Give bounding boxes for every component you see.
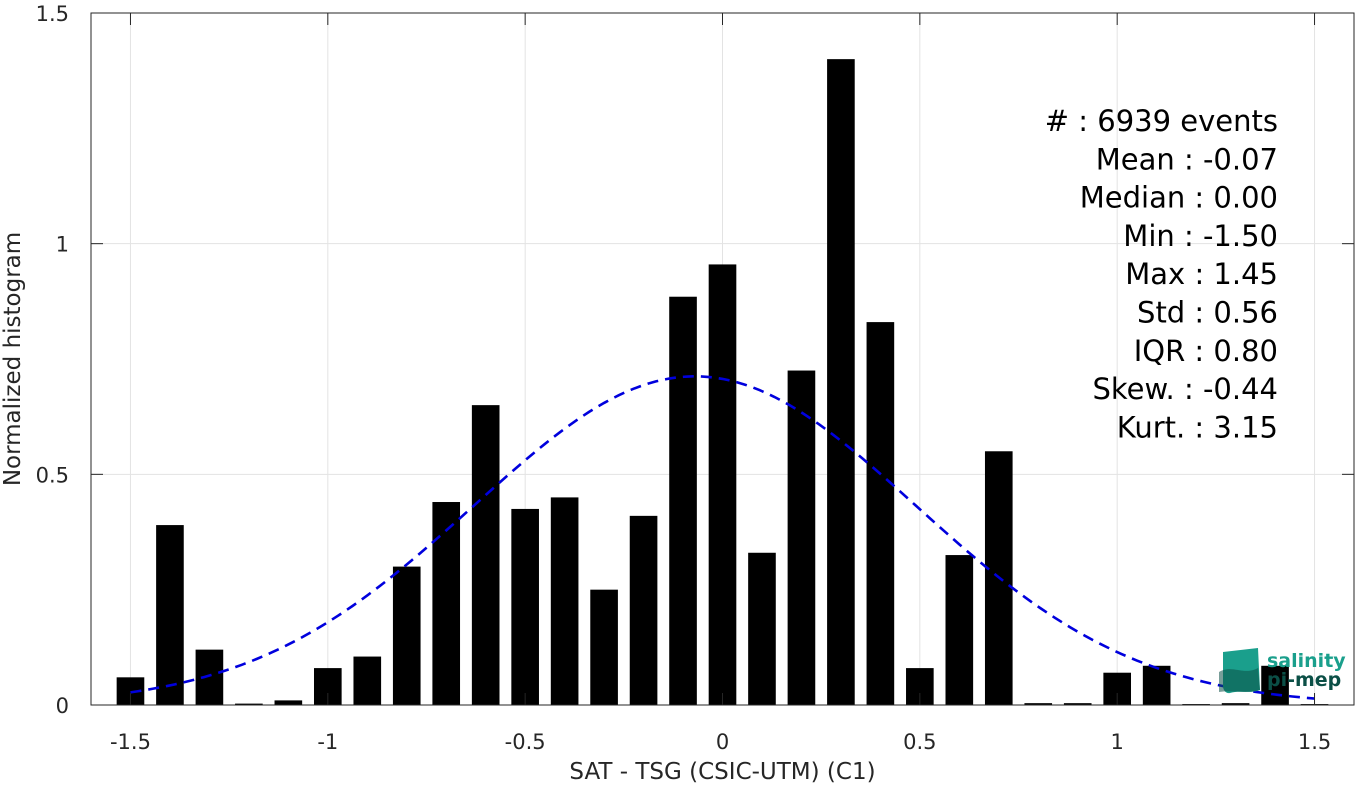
x-tick-label: 1.5 [1298, 730, 1331, 754]
x-tick-label: -1 [317, 730, 338, 754]
stat-line: Max : 1.45 [1125, 257, 1278, 291]
y-axis-label: Normalized histogram [0, 232, 26, 486]
histogram-bar [235, 703, 263, 705]
x-tick-label: 0 [716, 730, 729, 754]
stat-line: IQR : 0.80 [1134, 334, 1278, 368]
histogram-bar [629, 515, 658, 705]
stat-line: Skew. : -0.44 [1092, 372, 1278, 406]
histogram-bar [156, 525, 184, 705]
x-tick-label: 0.5 [903, 730, 936, 754]
y-tick-labels: 0 0.5 1 1.5 [36, 2, 69, 718]
stat-line: Mean : -0.07 [1096, 142, 1278, 176]
histogram-bar [550, 497, 579, 705]
statistics-panel: # : 6939 events Mean : -0.07 Median : 0.00… [1045, 104, 1278, 444]
stat-line: Median : 0.00 [1080, 181, 1278, 215]
x-tick-label: 1 [1111, 730, 1124, 754]
x-tick-label: -1.5 [110, 730, 151, 754]
histogram-bar [471, 405, 500, 705]
y-tick-label: 0 [56, 694, 69, 718]
y-tick-label: 0.5 [36, 463, 69, 487]
logo-wave-graphic-dark [1219, 668, 1260, 692]
histogram-bar [353, 656, 382, 705]
gaussian-fit-curve [130, 375, 1315, 700]
salinity-pi-mep-logo: salinity pi-mep [1219, 648, 1346, 694]
x-tick-labels: -1.5 -1 -0.5 0 0.5 1 1.5 [110, 730, 1331, 754]
histogram-bar [1261, 665, 1289, 705]
stat-line: Kurt. : 3.15 [1117, 410, 1278, 444]
histogram-bar [866, 322, 895, 705]
histogram-bar [392, 566, 421, 705]
y-tick-label: 1.5 [36, 2, 69, 26]
histogram-bar [274, 700, 303, 705]
histogram-bar [945, 555, 974, 705]
histogram-bar [590, 589, 618, 705]
stat-line: Min : -1.50 [1123, 219, 1278, 253]
histogram-bar [708, 264, 737, 705]
histogram-bar [1063, 703, 1092, 705]
axis-ticks [91, 12, 1354, 706]
histogram-bar [195, 649, 224, 705]
histogram-bar [1024, 703, 1053, 705]
histogram-bar [669, 296, 697, 705]
x-axis-label: SAT - TSG (CSIC-UTM) (C1) [569, 759, 875, 785]
stat-line: # : 6939 events [1045, 104, 1278, 138]
histogram-bar [827, 59, 855, 705]
logo-text-salinity: salinity [1267, 650, 1346, 672]
histogram-bar [511, 508, 539, 705]
histogram-bar [787, 370, 816, 705]
histogram-bar [1221, 703, 1250, 705]
x-tick-label: -0.5 [505, 730, 546, 754]
stat-line: Std : 0.56 [1137, 296, 1278, 330]
y-tick-label: 1 [56, 233, 69, 257]
logo-text-pi-mep: pi-mep [1267, 669, 1341, 691]
histogram-bar [748, 552, 776, 705]
histogram-bar [432, 502, 461, 705]
